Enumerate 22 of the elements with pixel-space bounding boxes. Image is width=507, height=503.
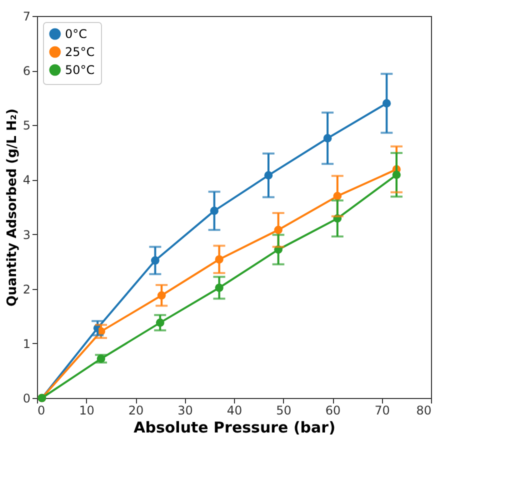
x-axis-title: Absolute Pressure (bar) [134,418,336,436]
x-tick-label: 80 [416,404,432,418]
y-tick-label: 7 [22,10,30,24]
x-tick-label: 60 [325,404,341,418]
legend-label: 0°C [65,27,88,41]
x-tick-label: 40 [226,404,242,418]
x-tick-label: 50 [276,404,292,418]
y-tick-label: 5 [22,118,30,133]
legend-label: 25°C [65,45,95,59]
y-axis-title: Quantity Adsorbed (g/L H₂) [4,108,20,306]
x-tick-label: 30 [178,404,193,418]
y-tick-label: 4 [22,173,30,188]
y-tick-label: 0 [22,392,30,406]
x-tick-label: 0 [38,404,46,418]
x-tick-label: 20 [128,404,144,418]
legend-label: 50°C [65,63,95,77]
y-tick-label: 6 [22,64,30,78]
y-tick-label: 2 [22,282,30,296]
y-tick-label: 3 [22,228,30,242]
x-tick-label: 70 [374,404,390,418]
y-tick-label: 1 [22,336,30,351]
x-tick-label: 10 [79,404,94,418]
